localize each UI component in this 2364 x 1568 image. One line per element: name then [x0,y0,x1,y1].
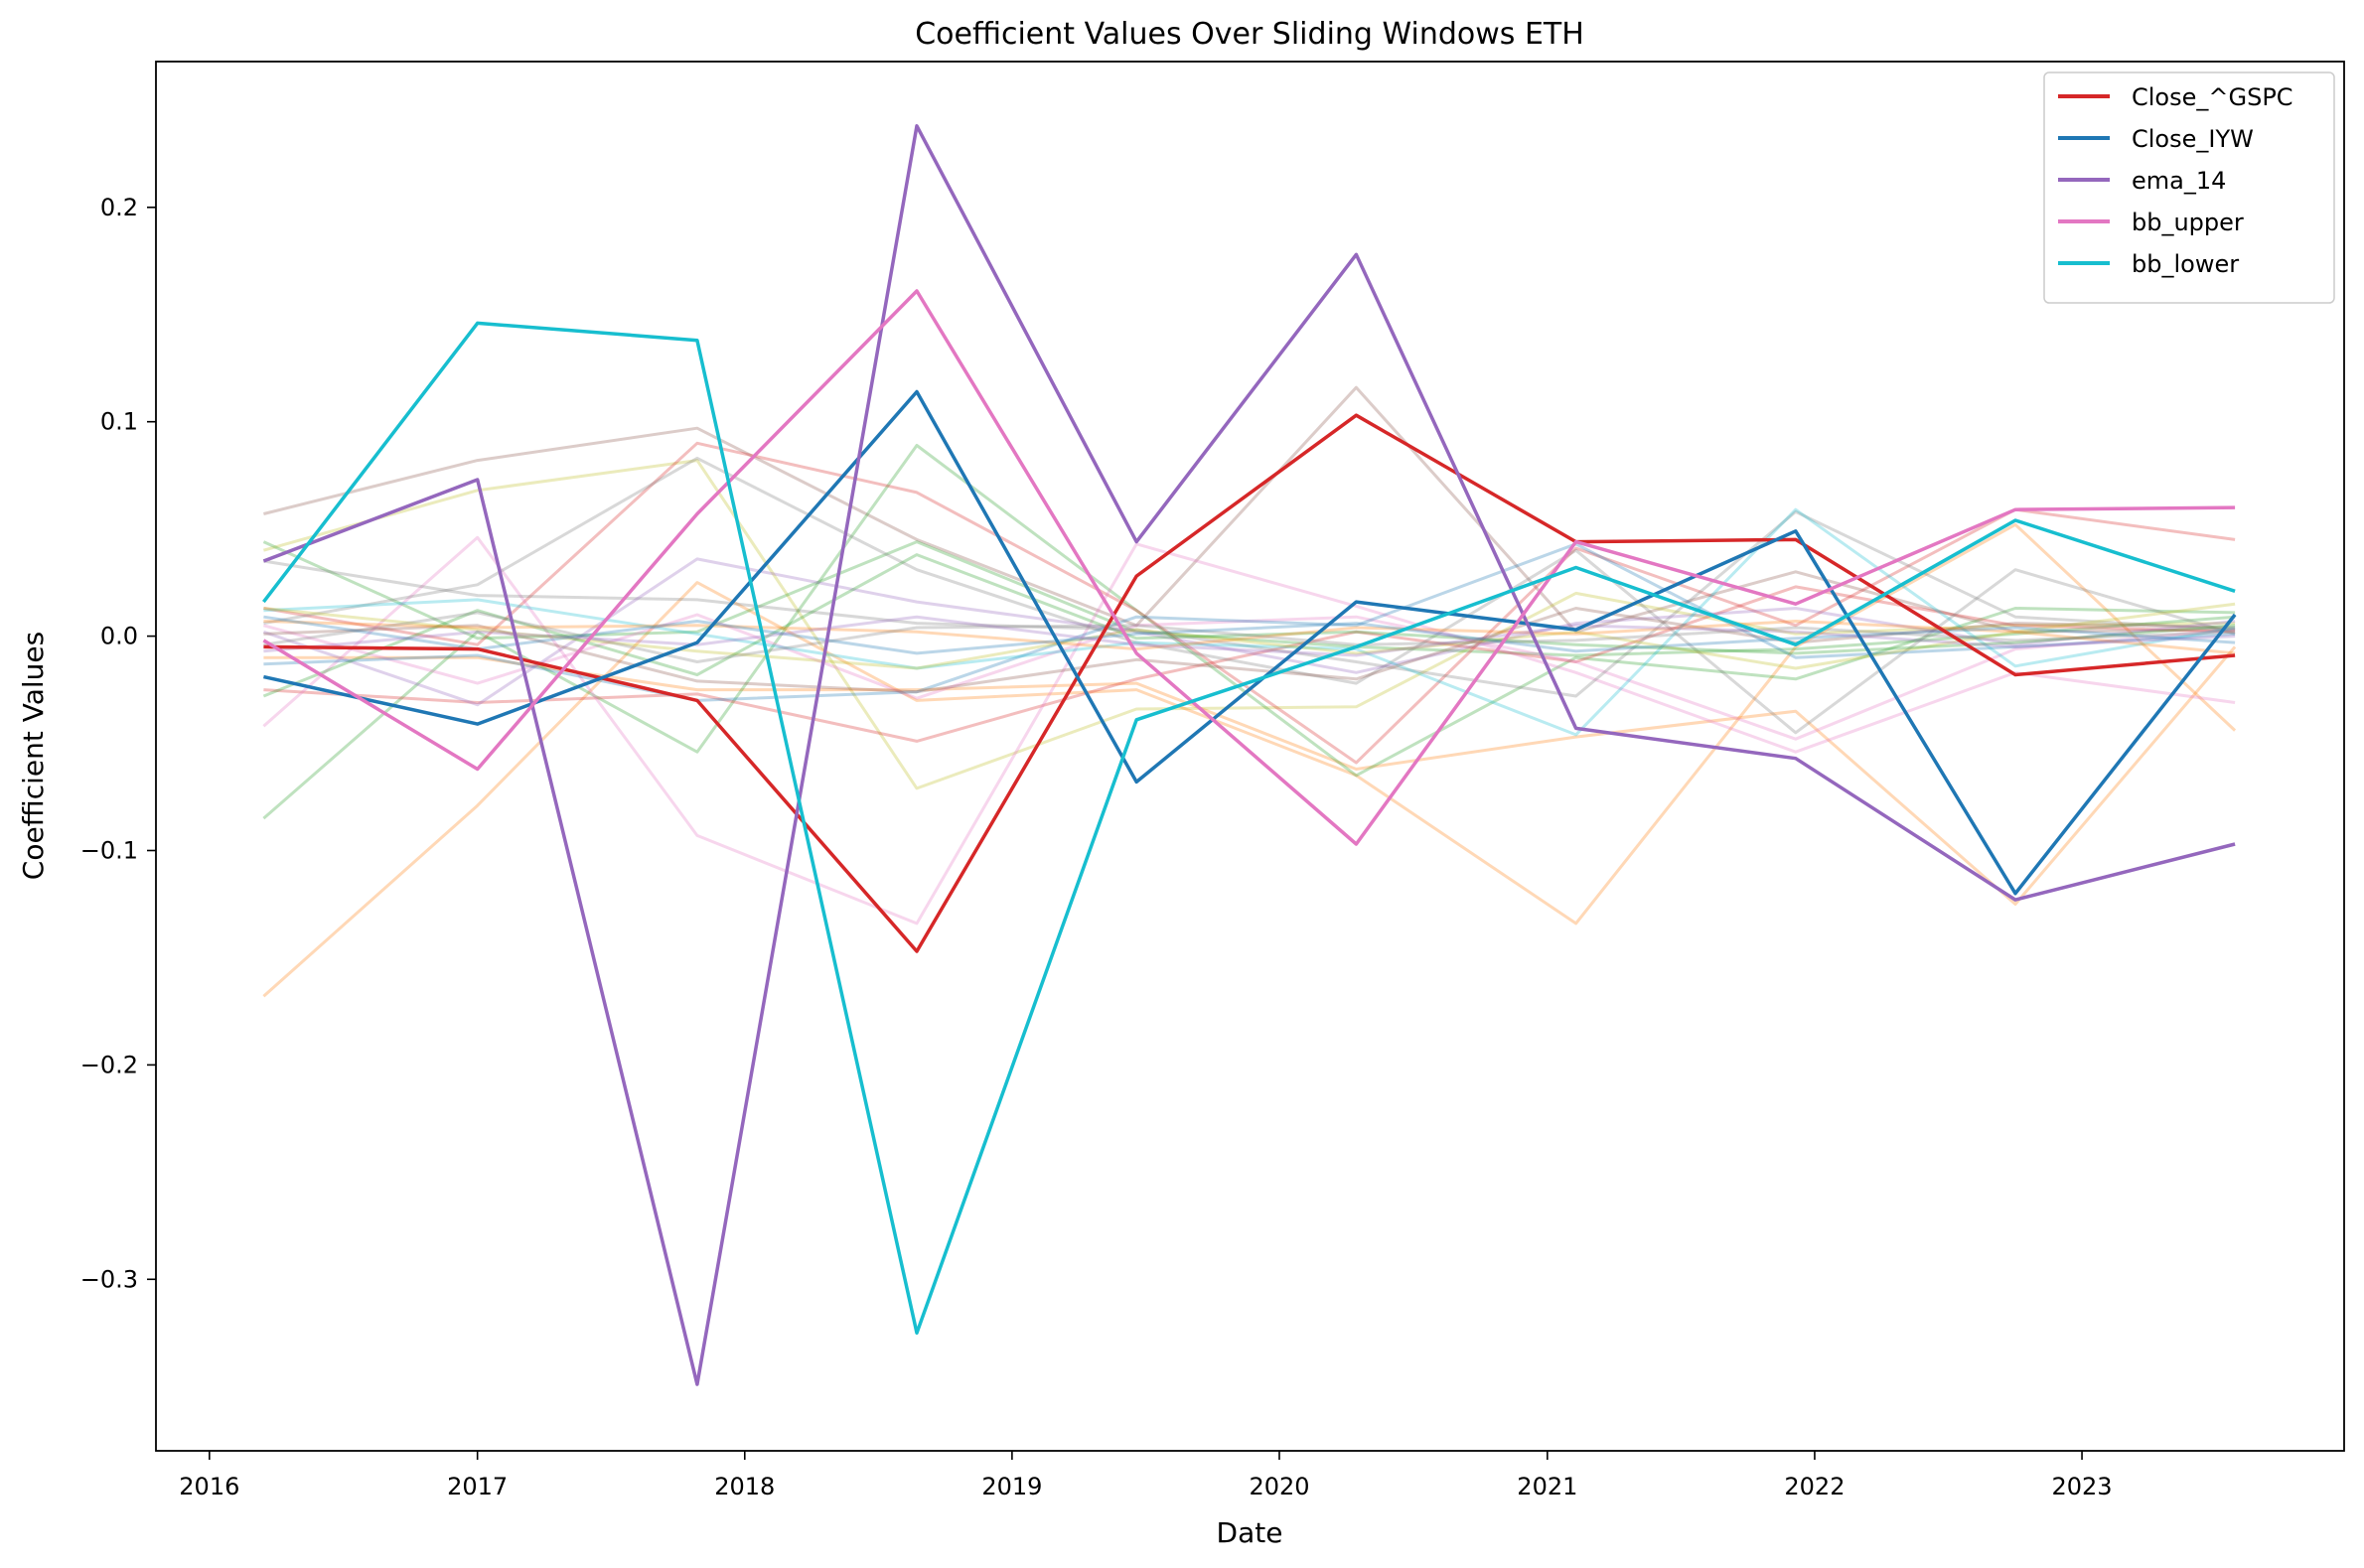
background-series-line [263,456,2236,735]
plot-area [262,124,2237,1386]
y-tick-label: −0.3 [80,1265,138,1293]
y-axis: −0.3 −0.2 −0.1 0.0 0.1 0.2 [80,194,156,1293]
plot-frame [155,61,2345,1452]
legend: Close_^GSPC Close_IYW ema_14 bb_upper bb_low… [2043,71,2335,304]
background-series-line [263,615,2236,657]
x-tick-label: 2023 [2052,1473,2113,1500]
series-line [262,289,2236,846]
x-axis-label: Date [1217,1516,1283,1549]
x-tick-label: 2017 [447,1473,508,1500]
background-series-line [262,540,2236,657]
background-series-line [262,557,2236,707]
x-tick-label: 2019 [981,1473,1042,1500]
legend-label: bb_lower [2132,250,2239,278]
legend-label: Close_IYW [2132,125,2254,153]
series-line [263,413,2236,953]
x-tick-label: 2022 [1784,1473,1845,1500]
background-series-line [263,615,2236,655]
x-tick-label: 2016 [179,1473,239,1500]
background-series-line [262,522,2237,998]
background-series-line [263,509,2236,698]
y-tick-label: −0.2 [80,1051,138,1078]
legend-label: Close_^GSPC [2132,83,2293,111]
legend-label: bb_upper [2132,209,2244,236]
legend-box [2043,71,2335,304]
x-tick-label: 2020 [1249,1473,1309,1500]
x-axis: 2016 2017 2018 2019 2020 2021 2022 2023 [179,1451,2113,1500]
y-tick-label: 0.0 [100,623,138,650]
series-line [262,321,2236,1336]
background-series-line [263,507,2236,737]
x-tick-label: 2021 [1517,1473,1577,1500]
background-series-line [263,385,2236,634]
background-series-line [262,459,2236,790]
series-line [263,389,2237,896]
background-series-line [263,620,2236,655]
background-series-line [263,611,2236,663]
y-axis-label: Coefficient Values [17,632,50,880]
y-tick-label: 0.2 [100,194,138,221]
background-series-line [263,607,2236,694]
chart-title: Coefficient Values Over Sliding Windows … [915,17,1584,52]
legend-label: ema_14 [2132,167,2226,195]
y-tick-label: −0.1 [80,836,138,864]
background-series-line [263,613,2236,741]
y-tick-label: 0.1 [100,408,138,436]
x-tick-label: 2018 [714,1473,775,1500]
background-series-line [263,542,2236,702]
background-series-line [263,441,2236,765]
series-line [262,124,2236,1386]
